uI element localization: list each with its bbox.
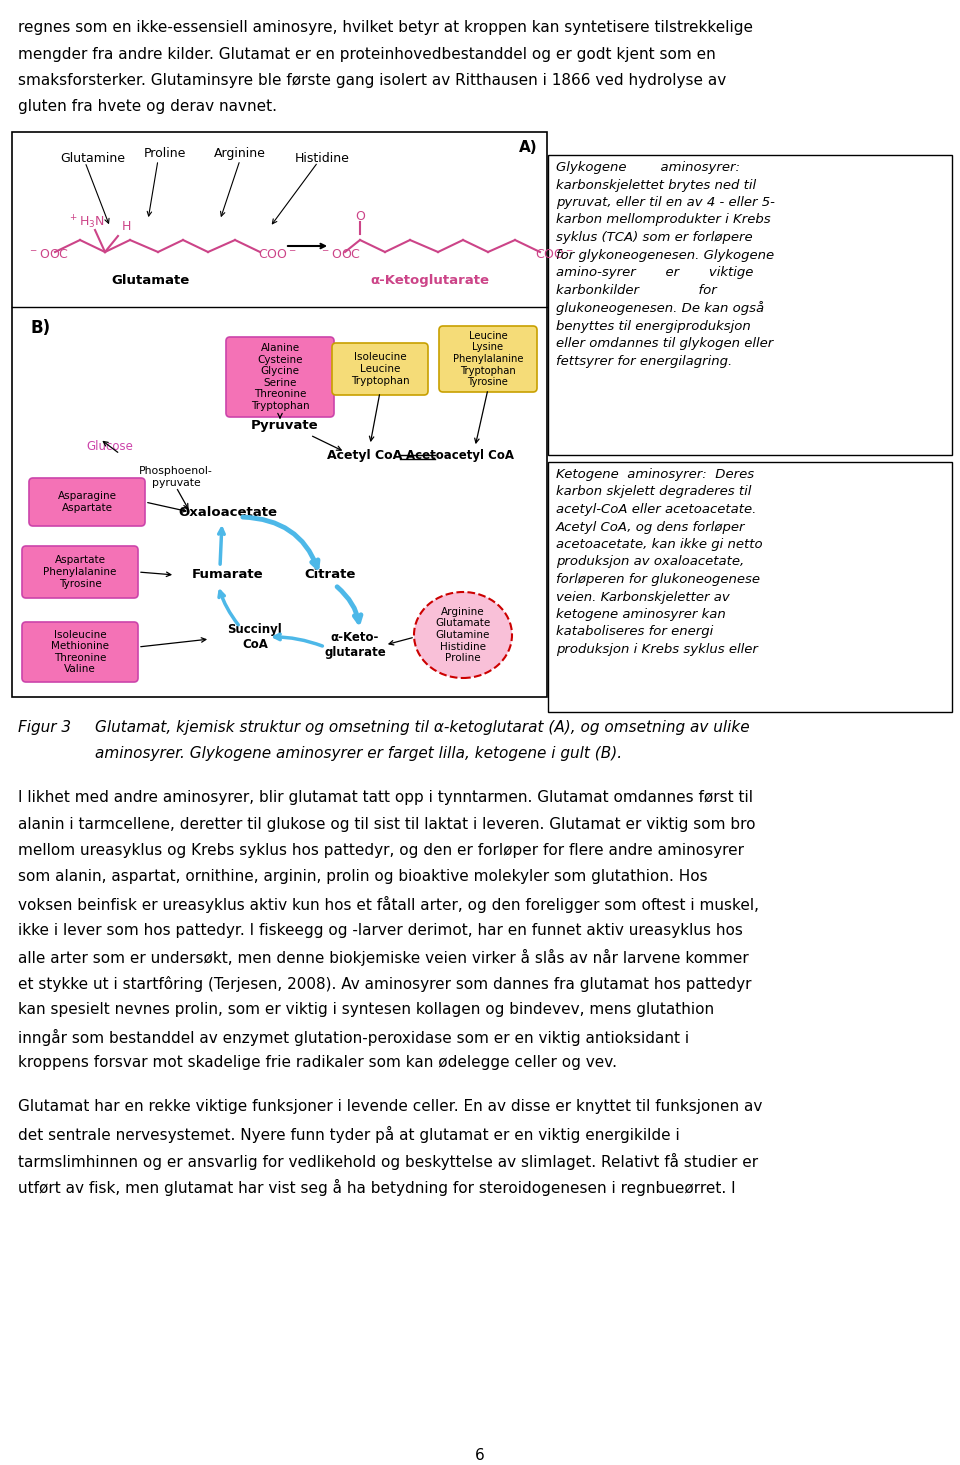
Text: Glucose: Glucose — [86, 441, 133, 454]
Text: mellom ureasyklus og Krebs syklus hos pattedyr, og den er forløper for flere and: mellom ureasyklus og Krebs syklus hos pa… — [18, 842, 744, 858]
FancyBboxPatch shape — [29, 478, 145, 526]
Text: α-Keto-
glutarate: α-Keto- glutarate — [324, 631, 386, 659]
Text: mengder fra andre kilder. Glutamat er en proteinhovedbestanddel og er godt kjent: mengder fra andre kilder. Glutamat er en… — [18, 47, 716, 62]
Text: alle arter som er undersøkt, men denne biokjemiske veien virker å slås av når la: alle arter som er undersøkt, men denne b… — [18, 949, 749, 965]
Text: Glutamat, kjemisk struktur og omsetning til α-ketoglutarat (A), og omsetning av : Glutamat, kjemisk struktur og omsetning … — [95, 719, 750, 735]
Text: Ketogene  aminosyrer:  Deres
karbon skjelett degraderes til
acetyl-CoA eller ace: Ketogene aminosyrer: Deres karbon skjele… — [556, 467, 762, 656]
Text: Asparagine
Aspartate: Asparagine Aspartate — [58, 491, 116, 513]
Text: Arginine: Arginine — [214, 146, 266, 160]
FancyBboxPatch shape — [226, 337, 334, 418]
Text: Isoleucine
Methionine
Threonine
Valine: Isoleucine Methionine Threonine Valine — [51, 630, 109, 674]
Text: Phosphoenol-
pyruvate: Phosphoenol- pyruvate — [139, 466, 213, 488]
Text: Glutamine: Glutamine — [60, 152, 125, 166]
Bar — [548, 155, 952, 456]
Text: tarmslimhinnen og er ansvarlig for vedlikehold og beskyttelse av slimlaget. Rela: tarmslimhinnen og er ansvarlig for vedli… — [18, 1153, 758, 1169]
Text: inngår som bestanddel av enzymet glutation-peroxidase som er en viktig antioksid: inngår som bestanddel av enzymet glutati… — [18, 1028, 689, 1046]
Text: Alanine
Cysteine
Glycine
Serine
Threonine
Tryptophan: Alanine Cysteine Glycine Serine Threonin… — [251, 343, 309, 412]
Text: Succinyl
CoA: Succinyl CoA — [228, 623, 282, 650]
Text: Citrate: Citrate — [304, 568, 356, 582]
Text: et stykke ut i startfôring (Terjesen, 2008). Av aminosyrer som dannes fra glutam: et stykke ut i startfôring (Terjesen, 20… — [18, 976, 752, 992]
Text: Histidine: Histidine — [295, 152, 349, 166]
Text: COO$^-$: COO$^-$ — [535, 248, 574, 261]
Text: Leucine
Lysine
Phenylalanine
Tryptophan
Tyrosine: Leucine Lysine Phenylalanine Tryptophan … — [453, 331, 523, 387]
Text: B): B) — [30, 319, 50, 337]
Text: alanin i tarmcellene, deretter til glukose og til sist til laktat i leveren. Glu: alanin i tarmcellene, deretter til gluko… — [18, 816, 756, 832]
Text: regnes som en ikke-essensiell aminosyre, hvilket betyr at kroppen kan syntetiser: regnes som en ikke-essensiell aminosyre,… — [18, 21, 753, 35]
Text: det sentrale nervesystemet. Nyere funn tyder på at glutamat er en viktig energik: det sentrale nervesystemet. Nyere funn t… — [18, 1127, 680, 1143]
Text: Glykogene        aminosyrer:
karbonskjelettet brytes ned til
pyruvat, eller til : Glykogene aminosyrer: karbonskjelettet b… — [556, 161, 775, 368]
Text: $^-$OOC: $^-$OOC — [320, 248, 361, 261]
FancyBboxPatch shape — [22, 546, 138, 598]
Text: ikke i lever som hos pattedyr. I fiskeegg og -larver derimot, har en funnet akti: ikke i lever som hos pattedyr. I fiskeeg… — [18, 923, 743, 938]
Text: utført av fisk, men glutamat har vist seg å ha betydning for steroidogenesen i r: utført av fisk, men glutamat har vist se… — [18, 1179, 735, 1195]
Text: Isoleucine
Leucine
Tryptophan: Isoleucine Leucine Tryptophan — [350, 353, 409, 385]
Text: kan spesielt nevnes prolin, som er viktig i syntesen kollagen og bindevev, mens : kan spesielt nevnes prolin, som er vikti… — [18, 1002, 714, 1017]
Text: voksen beinfisk er ureasyklus aktiv kun hos et fåtall arter, og den foreligger s: voksen beinfisk er ureasyklus aktiv kun … — [18, 897, 759, 913]
FancyBboxPatch shape — [332, 343, 428, 396]
Text: kroppens forsvar mot skadelige frie radikaler som kan ødelegge celler og vev.: kroppens forsvar mot skadelige frie radi… — [18, 1055, 617, 1069]
Text: H: H — [122, 220, 132, 233]
Text: gluten fra hvete og derav navnet.: gluten fra hvete og derav navnet. — [18, 100, 277, 114]
Text: Oxaloacetate: Oxaloacetate — [179, 505, 277, 519]
Text: A): A) — [519, 141, 538, 155]
Text: COO$^-$: COO$^-$ — [258, 248, 297, 261]
Text: Arginine
Glutamate
Glutamine
Histidine
Proline: Arginine Glutamate Glutamine Histidine P… — [436, 607, 491, 664]
Text: Glutamate: Glutamate — [110, 274, 189, 287]
Text: som alanin, aspartat, ornithine, arginin, prolin og bioaktive molekyler som glut: som alanin, aspartat, ornithine, arginin… — [18, 870, 708, 885]
Text: Aspartate
Phenylalanine
Tyrosine: Aspartate Phenylalanine Tyrosine — [43, 555, 117, 589]
Text: I likhet med andre aminosyrer, blir glutamat tatt opp i tynntarmen. Glutamat omd: I likhet med andre aminosyrer, blir glut… — [18, 790, 753, 804]
Text: O: O — [355, 209, 365, 223]
Bar — [548, 461, 952, 712]
Text: Proline: Proline — [144, 146, 186, 160]
Text: $^-$OOC: $^-$OOC — [28, 248, 69, 261]
Text: aminosyrer. Glykogene aminosyrer er farget lilla, ketogene i gult (B).: aminosyrer. Glykogene aminosyrer er farg… — [95, 746, 622, 760]
Ellipse shape — [414, 592, 512, 678]
Text: Fumarate: Fumarate — [192, 568, 264, 582]
Text: 6: 6 — [475, 1447, 485, 1464]
Bar — [12, 132, 547, 697]
Text: Glutamat har en rekke viktige funksjoner i levende celler. En av disse er knytte: Glutamat har en rekke viktige funksjoner… — [18, 1100, 762, 1115]
Text: Acetyl CoA: Acetyl CoA — [327, 448, 402, 461]
FancyBboxPatch shape — [439, 327, 537, 393]
FancyBboxPatch shape — [22, 623, 138, 683]
Text: Figur 3: Figur 3 — [18, 719, 71, 735]
Text: α-Ketoglutarate: α-Ketoglutarate — [371, 274, 490, 287]
Text: smaksforsterker. Glutaminsyre ble første gang isolert av Ritthausen i 1866 ved h: smaksforsterker. Glutaminsyre ble første… — [18, 73, 727, 88]
Text: $^+$H$_3$N: $^+$H$_3$N — [68, 214, 105, 231]
Text: Acetoacetyl CoA: Acetoacetyl CoA — [406, 448, 514, 461]
Text: Pyruvate: Pyruvate — [252, 419, 319, 432]
